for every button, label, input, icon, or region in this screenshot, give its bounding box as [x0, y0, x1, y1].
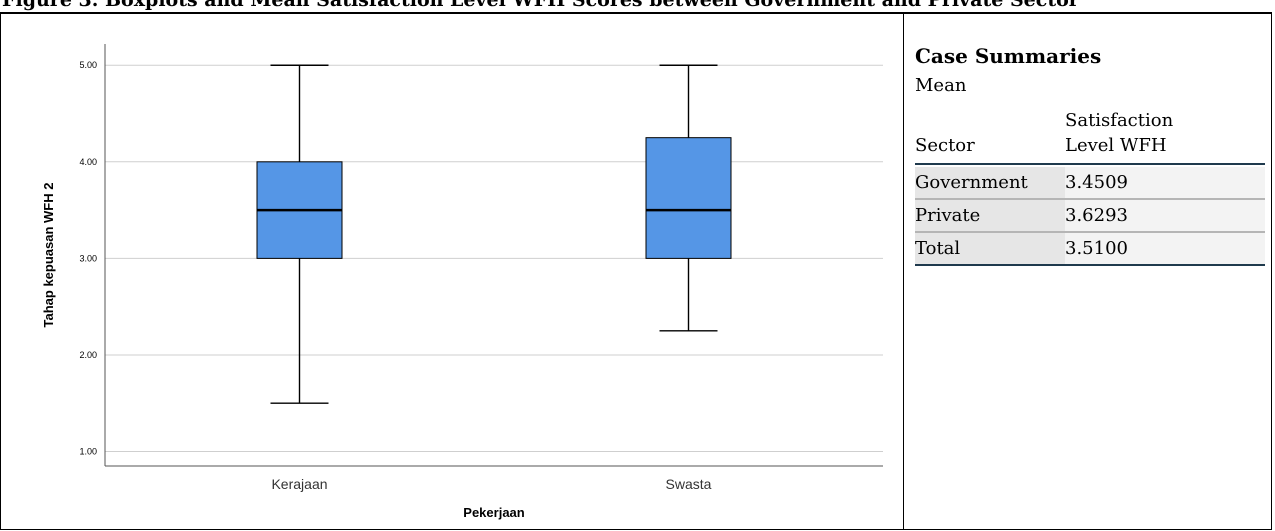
- figure-frame: [0, 12, 1272, 530]
- header-rule: [915, 163, 1265, 165]
- x-category-label: Swasta: [666, 476, 712, 492]
- row-value: 3.5100: [1065, 233, 1265, 264]
- row-rule: [915, 231, 1265, 233]
- boxplot-chart: 1.00 2.00 3.00 4.00 5.00 Kerajaan Swasta Pekerj…: [41, 44, 883, 520]
- row-rule: [915, 264, 1265, 266]
- y-tick-label: 3.00: [79, 253, 97, 263]
- row-label: Government: [915, 167, 1065, 198]
- figure-caption-text: Figure 3. Boxplots and Mean Satisfaction…: [2, 0, 1079, 11]
- y-axis-title: Tahap kepuasan WFH 2: [41, 183, 56, 328]
- column-header-value-line1: Satisfaction: [1065, 110, 1174, 131]
- summary-subtitle: Mean: [915, 75, 967, 96]
- table-row: Government 3.4509: [915, 167, 1265, 200]
- column-header-value-line2: Level WFH: [1065, 135, 1167, 156]
- figure-caption: Figure 3. Boxplots and Mean Satisfaction…: [0, 0, 1275, 12]
- table-row: Total 3.5100: [915, 233, 1265, 266]
- row-rule: [915, 198, 1265, 200]
- x-axis-title: Pekerjaan: [463, 505, 524, 520]
- row-label: Total: [915, 233, 1065, 264]
- y-tick-label: 4.00: [79, 157, 97, 167]
- y-tick-label: 1.00: [79, 447, 97, 457]
- table-row: Private 3.6293: [915, 200, 1265, 233]
- panel-divider: [903, 12, 904, 530]
- row-value: 3.4509: [1065, 167, 1265, 198]
- box-iqr: [645, 137, 732, 259]
- row-label: Private: [915, 200, 1065, 231]
- column-header-sector: Sector: [915, 135, 975, 156]
- summary-title: Case Summaries: [915, 44, 1102, 68]
- row-value: 3.6293: [1065, 200, 1265, 231]
- y-tick-label: 5.00: [79, 60, 97, 70]
- y-tick-label: 2.00: [79, 350, 97, 360]
- x-category-label: Kerajaan: [271, 476, 327, 492]
